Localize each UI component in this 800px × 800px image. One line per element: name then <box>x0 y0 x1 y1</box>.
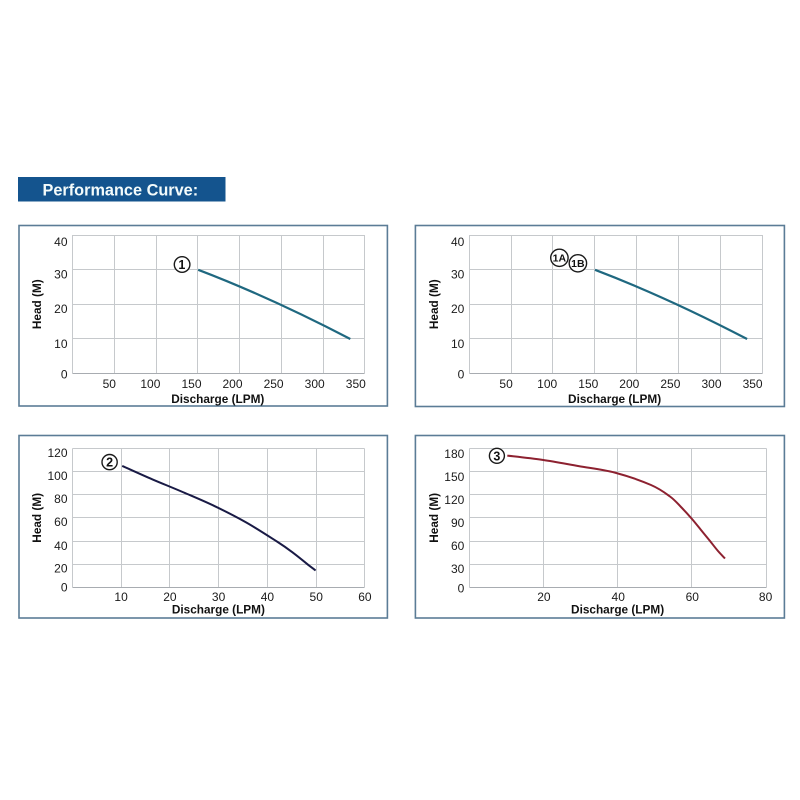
svg-text:20: 20 <box>54 302 68 316</box>
svg-text:2: 2 <box>106 456 113 470</box>
svg-text:Discharge (LPM): Discharge (LPM) <box>571 603 664 617</box>
svg-text:250: 250 <box>264 377 284 391</box>
svg-text:Performance Curve:: Performance Curve: <box>43 182 199 200</box>
svg-text:50: 50 <box>310 590 324 604</box>
svg-text:350: 350 <box>346 377 366 391</box>
svg-text:40: 40 <box>451 235 465 249</box>
svg-text:Head (M): Head (M) <box>30 279 44 329</box>
svg-text:100: 100 <box>537 377 557 391</box>
svg-text:1B: 1B <box>571 258 585 270</box>
svg-text:1: 1 <box>178 258 185 272</box>
svg-text:100: 100 <box>140 377 160 391</box>
svg-text:120: 120 <box>444 493 464 507</box>
svg-text:80: 80 <box>759 590 773 604</box>
svg-text:200: 200 <box>619 377 639 391</box>
svg-text:30: 30 <box>451 562 465 576</box>
svg-text:60: 60 <box>54 515 68 529</box>
svg-text:120: 120 <box>47 446 67 460</box>
svg-text:180: 180 <box>444 447 464 461</box>
svg-text:40: 40 <box>261 590 275 604</box>
svg-text:20: 20 <box>54 562 68 576</box>
svg-text:Discharge (LPM): Discharge (LPM) <box>172 603 265 617</box>
svg-text:30: 30 <box>451 268 465 282</box>
svg-text:0: 0 <box>458 581 465 595</box>
svg-text:Discharge (LPM): Discharge (LPM) <box>568 392 661 406</box>
svg-text:3: 3 <box>493 449 500 463</box>
svg-text:80: 80 <box>54 492 68 506</box>
svg-text:350: 350 <box>743 377 763 391</box>
svg-text:90: 90 <box>451 516 465 530</box>
svg-text:Head (M): Head (M) <box>427 493 441 543</box>
svg-text:0: 0 <box>458 368 465 382</box>
svg-text:30: 30 <box>54 268 68 282</box>
svg-text:10: 10 <box>54 337 68 351</box>
svg-text:60: 60 <box>358 590 372 604</box>
svg-text:250: 250 <box>660 377 680 391</box>
svg-text:10: 10 <box>451 337 465 351</box>
svg-text:20: 20 <box>537 590 551 604</box>
svg-text:1A: 1A <box>553 253 567 265</box>
svg-text:300: 300 <box>305 377 325 391</box>
svg-text:10: 10 <box>114 590 128 604</box>
svg-text:Discharge (LPM): Discharge (LPM) <box>171 392 264 406</box>
svg-text:0: 0 <box>61 368 68 382</box>
svg-text:150: 150 <box>181 377 201 391</box>
svg-text:40: 40 <box>612 590 626 604</box>
svg-text:200: 200 <box>222 377 242 391</box>
svg-text:30: 30 <box>212 590 226 604</box>
svg-text:Head (M): Head (M) <box>30 493 44 543</box>
svg-text:40: 40 <box>54 235 68 249</box>
svg-text:300: 300 <box>701 377 721 391</box>
svg-text:150: 150 <box>578 377 598 391</box>
svg-text:100: 100 <box>47 469 67 483</box>
svg-text:20: 20 <box>451 302 465 316</box>
svg-text:60: 60 <box>451 539 465 553</box>
svg-text:50: 50 <box>499 377 513 391</box>
svg-text:20: 20 <box>163 590 177 604</box>
svg-text:50: 50 <box>103 377 117 391</box>
svg-text:150: 150 <box>444 470 464 484</box>
svg-text:40: 40 <box>54 539 68 553</box>
svg-text:60: 60 <box>686 590 700 604</box>
svg-text:Head (M): Head (M) <box>427 279 441 329</box>
svg-text:0: 0 <box>61 580 68 594</box>
